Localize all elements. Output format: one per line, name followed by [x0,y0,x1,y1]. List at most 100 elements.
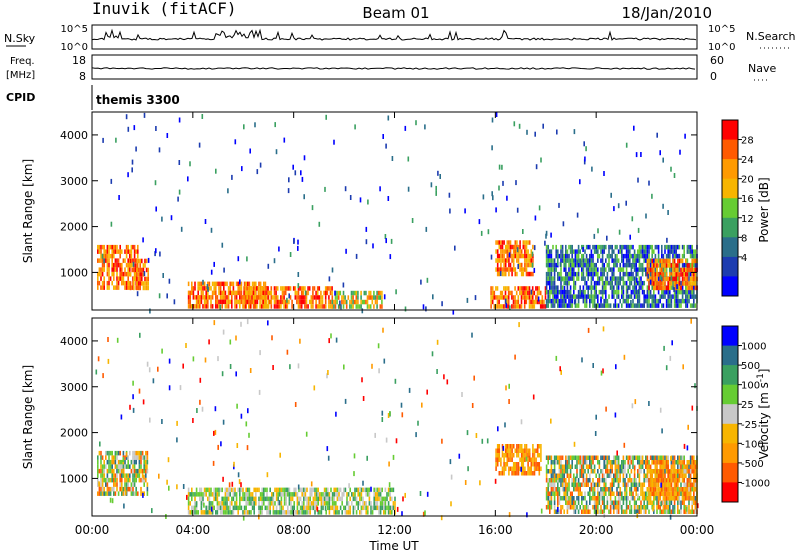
heatmap-cell [370,505,372,511]
heatmap-cell [594,431,597,436]
heatmap-cell [508,457,510,462]
heatmap-cell [643,294,645,299]
heatmap-cell [505,302,508,308]
heatmap-cell [686,482,689,488]
heatmap-cell [379,492,382,497]
heatmap-cell [490,295,492,300]
heatmap-cell [309,496,311,502]
heatmap-cell [137,276,140,282]
heatmap-cell [624,262,626,268]
heatmap-cell [357,290,359,296]
heatmap-cell [605,289,607,295]
heatmap-cell [216,505,219,511]
heatmap-cell [200,492,203,497]
heatmap-cell [266,492,268,497]
heatmap-cell [528,457,531,462]
heatmap-cell [563,464,565,469]
heatmap-cell [574,294,577,299]
heatmap-cell [609,487,612,492]
heatmap-cell [640,262,642,268]
heatmap-cell [250,492,252,497]
heatmap-cell [129,263,132,268]
heatmap-cell [664,478,666,483]
heatmap-cell [550,289,553,295]
heatmap-cell [662,203,664,209]
heatmap-cell [331,501,334,506]
heatmap-cell [249,148,251,154]
heatmap-cell [299,299,301,305]
heatmap-cell [601,478,604,483]
heatmap-cell [662,473,665,479]
heatmap-cell [499,295,502,300]
heatmap-cell [549,276,551,281]
heatmap-cell [360,492,363,497]
heatmap-cell [557,507,559,512]
heatmap-cell [127,258,129,263]
heatmap-cell [98,486,101,492]
heatmap-cell [549,298,551,304]
heatmap-cell [339,496,342,502]
heatmap-cell [389,505,391,511]
heatmap-cell [271,496,273,502]
heatmap-cell [336,487,339,493]
heatmap-cell [148,367,151,373]
heatmap-cell [309,501,311,506]
heatmap-cell [202,492,204,497]
heatmap-cell [630,505,633,510]
heatmap-cell [673,294,676,299]
heatmap-cell [106,473,109,478]
heatmap-cell [688,478,690,483]
heatmap-cell [286,349,289,355]
heatmap-cell [678,281,681,286]
heatmap-cell [226,304,228,309]
heatmap-cell [678,469,681,474]
heatmap-cell [235,299,238,305]
heatmap-cell [272,365,274,370]
heatmap-cell [552,298,554,304]
heatmap-cell [103,468,105,474]
heatmap-cell [146,468,149,474]
heatmap-cell [221,290,223,296]
heatmap-cell [138,464,141,469]
heatmap-cell [132,380,134,386]
heatmap-cell [139,281,141,286]
heatmap-cell [312,286,314,291]
heatmap-cell [545,285,548,290]
heatmap-cell [597,303,599,308]
heatmap-cell [691,267,693,273]
heatmap-cell [694,469,697,474]
heatmap-cell [670,281,673,286]
heatmap-cell [678,464,681,469]
heatmap-cell [558,202,560,208]
heatmap-cell [689,294,692,299]
heatmap-cell [577,298,580,304]
heatmap-cell [498,304,500,309]
heatmap-cell [569,267,572,272]
heatmap-cell [643,505,645,510]
heatmap-cell [589,267,591,272]
heatmap-cell [630,267,633,272]
heatmap-cell [297,272,300,277]
heatmap-cell [371,295,374,300]
heatmap-cell [520,290,523,296]
heatmap-cell [290,501,292,506]
heatmap-cell [191,510,193,515]
heatmap-cell [121,491,123,496]
heatmap-cell [211,295,214,300]
heatmap-cell [553,285,556,290]
heatmap-cell [605,244,607,250]
heatmap-cell [621,249,623,254]
heatmap-cell [531,299,534,305]
heatmap-cell [565,280,567,286]
heatmap-cell [256,304,258,309]
heatmap-cell [495,295,497,300]
heatmap-cell [351,492,353,497]
heatmap-cell [621,469,623,474]
heatmap-cell [574,487,577,492]
heatmap-cell [98,249,101,254]
heatmap-cell [653,500,655,505]
heatmap-cell [545,244,548,250]
heatmap-cell [203,492,206,497]
heatmap-cell [504,290,507,296]
heatmap-cell [384,487,387,493]
